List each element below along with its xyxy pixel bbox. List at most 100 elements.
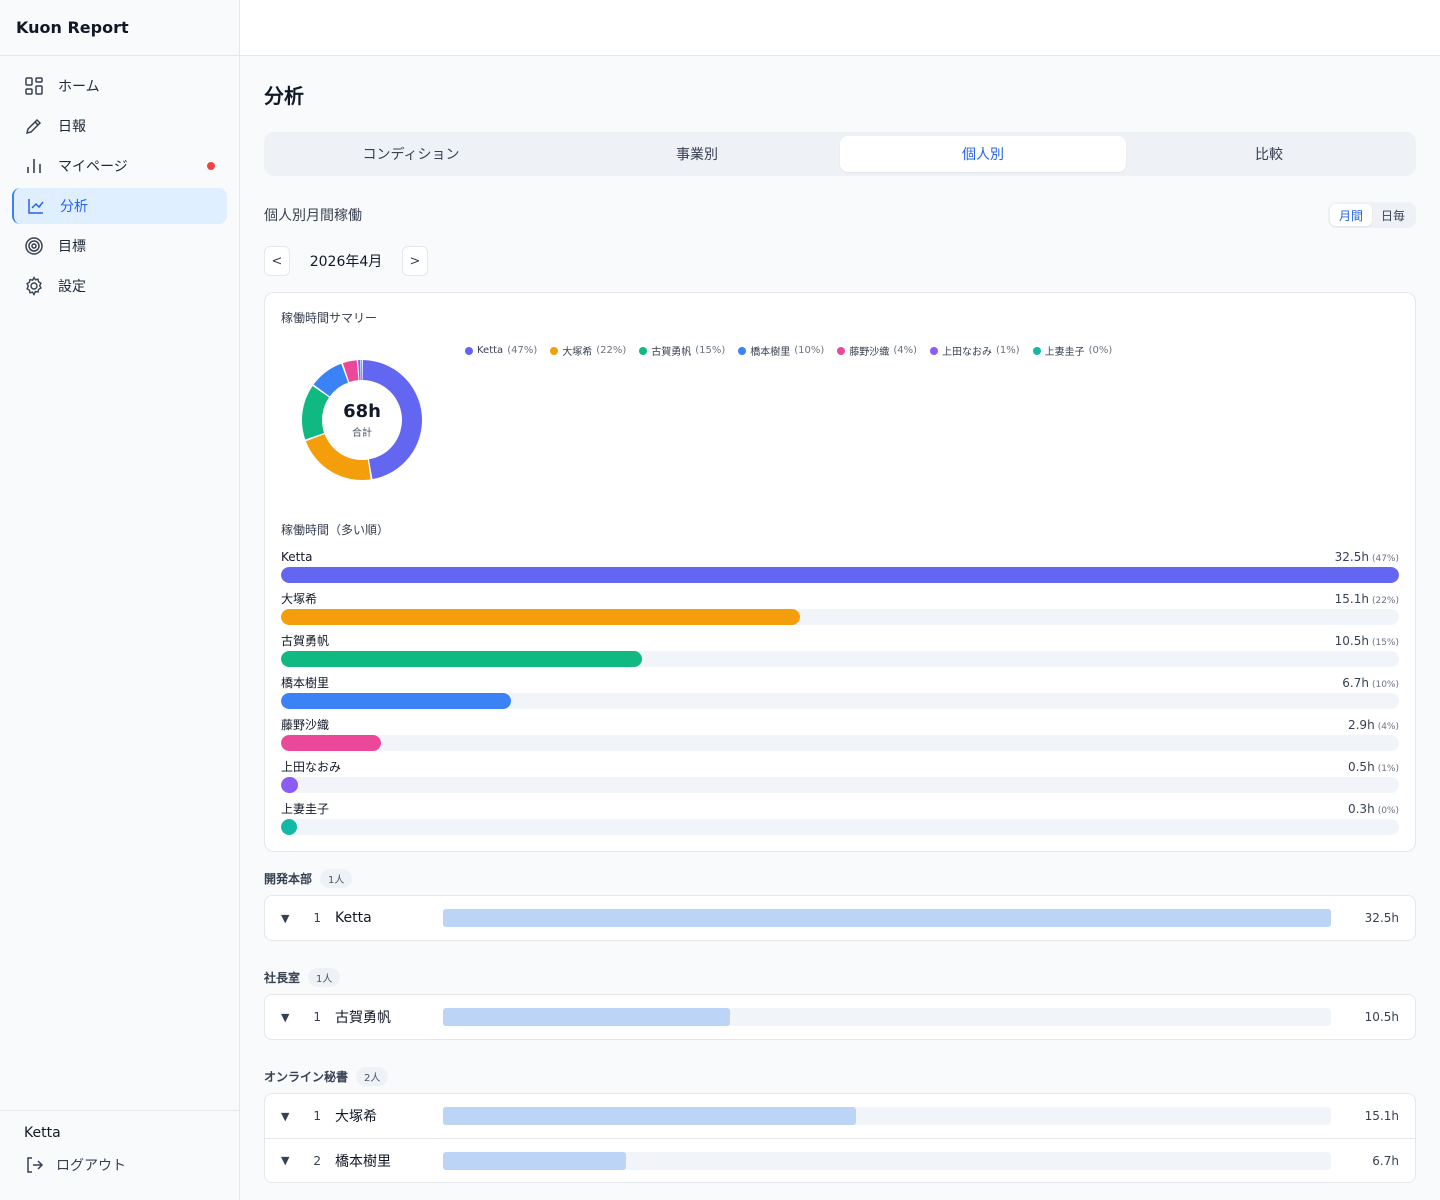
member-hours: 6.7h (1372, 1153, 1399, 1168)
donut-svg (302, 360, 423, 480)
prev-month-button[interactable]: < (264, 246, 290, 276)
sidebar-item-mypage[interactable]: マイページ (12, 148, 227, 184)
ranking-hours: 15.1h (1334, 592, 1369, 606)
member-rank: 1 (313, 1010, 321, 1024)
sidebar-item-daily-report[interactable]: 日報 (12, 108, 227, 144)
sidebar-item-label: ホーム (58, 79, 100, 95)
sidebar-item-label: 分析 (60, 199, 88, 215)
legend-item: 藤野沙織 (4%) (837, 343, 917, 358)
ranking-name: 大塚希 (281, 592, 318, 606)
ranking-bar-track (281, 735, 1399, 751)
ranking-name: 古賀勇帆 (281, 634, 330, 648)
ranking-value: 6.7h (10%) (1342, 675, 1399, 691)
tab-by-business[interactable]: 事業別 (676, 147, 718, 163)
donut-slice-2 (302, 386, 330, 440)
ranking-value: 2.9h (4%) (1348, 717, 1399, 733)
department-group: オンライン秘書 2人 ▼ 1 大塚希 15.1h ▼ 2 橋本樹里 6.7h (264, 1066, 1416, 1183)
group-header: 社長室 1人 (264, 967, 1416, 987)
member-row[interactable]: ▼ 1 Ketta 32.5h (265, 896, 1415, 940)
member-hours: 32.5h (1364, 911, 1399, 925)
member-bar-track (443, 1107, 1331, 1125)
legend-dot (550, 346, 559, 355)
group-count-badge: 1人 (308, 967, 341, 987)
tab-compare[interactable]: 比較 (1255, 147, 1283, 163)
legend-item: 上妻圭子 (0%) (1032, 343, 1113, 358)
group-name: オンライン秘書 (264, 1069, 349, 1084)
sidebar-nav: ホーム 日報 マイページ 分析 目標 (0, 56, 239, 304)
legend-label: 上田なおみ (941, 347, 992, 358)
month-navigator: < 2026年4月 > (264, 246, 1416, 276)
ranking-percent: (15%) (1371, 638, 1399, 648)
member-name: Ketta (335, 910, 372, 926)
ranking-hours: 10.5h (1334, 634, 1369, 648)
pencil-icon (24, 116, 44, 136)
section-title: 個人別月間稼働 (264, 208, 362, 224)
department-group: 社長室 1人 ▼ 1 古賀勇帆 10.5h (264, 967, 1416, 1040)
ranking-bar-track (281, 777, 1399, 793)
sidebar-item-home[interactable]: ホーム (12, 68, 227, 104)
gear-icon (24, 276, 44, 296)
sidebar: Kuon Report ホーム 日報 マイページ 分析 (0, 0, 240, 1200)
ranking-bar-track (281, 609, 1399, 625)
legend-label: 古賀勇帆 (651, 347, 692, 358)
legend-item: 古賀勇帆 (15%) (639, 343, 725, 358)
tab-condition[interactable]: コンディション (362, 147, 460, 163)
caret-down-icon[interactable]: ▼ (281, 1154, 290, 1167)
member-rank: 1 (313, 1109, 321, 1123)
group-member-list: ▼ 1 古賀勇帆 10.5h (264, 994, 1416, 1040)
ranking-value: 0.5h (1%) (1348, 759, 1399, 775)
page-title: 分析 (264, 84, 304, 108)
sidebar-item-label: 設定 (58, 279, 86, 295)
tab-by-person[interactable]: 個人別 (840, 136, 1126, 172)
ranking-percent: (4%) (1377, 722, 1399, 732)
legend-item: 上田なおみ (1%) (929, 343, 1020, 358)
ranking-percent: (22%) (1371, 596, 1399, 606)
legend-item: 橋本樹里 (10%) (738, 343, 824, 358)
monthly-toggle-button[interactable]: 月間 (1329, 204, 1372, 226)
sidebar-item-goals[interactable]: 目標 (12, 228, 227, 264)
next-month-button[interactable]: > (402, 246, 428, 276)
daily-toggle-button[interactable]: 日毎 (1380, 208, 1405, 223)
ranking-row: 上田なおみ 0.5h (1%) (281, 759, 1399, 801)
caret-down-icon[interactable]: ▼ (281, 1010, 290, 1024)
donut-slice-6 (360, 360, 362, 381)
donut-slice-5 (358, 360, 361, 381)
donut-slice-3 (313, 363, 349, 397)
ranking-value: 0.3h (0%) (1348, 801, 1399, 817)
ranking-value: 15.1h (22%) (1335, 591, 1399, 607)
ranking-bar-track (281, 819, 1399, 835)
member-row[interactable]: ▼ 1 大塚希 15.1h (265, 1094, 1415, 1138)
legend-dot (929, 346, 938, 355)
legend-percent: (22%) (596, 345, 627, 356)
member-hours: 15.1h (1364, 1109, 1399, 1123)
legend-item: 大塚希 (22%) (550, 343, 626, 358)
member-bar (443, 1008, 730, 1026)
member-hours: 10.5h (1364, 1010, 1399, 1024)
caret-down-icon[interactable]: ▼ (281, 911, 290, 925)
member-row[interactable]: ▼ 1 古賀勇帆 10.5h (265, 995, 1415, 1039)
legend-dot (1032, 346, 1041, 355)
ranking-bar (281, 735, 381, 751)
ranking-name: Ketta (281, 550, 313, 564)
member-bar (443, 909, 1331, 927)
donut-slice-0 (362, 360, 423, 480)
analysis-tabs: コンディション 事業別 個人別 比較 (264, 132, 1416, 176)
donut-chart: 68h 合計 (301, 359, 423, 481)
top-bar (240, 0, 1440, 56)
sidebar-item-label: 日報 (58, 119, 86, 135)
donut-total-label: 合計 (352, 427, 372, 439)
group-header: 開発本部 1人 (264, 868, 1416, 888)
legend-label: 橋本樹里 (750, 347, 791, 358)
target-icon (24, 236, 44, 256)
member-row[interactable]: ▼ 2 橋本樹里 6.7h (265, 1138, 1415, 1182)
logout-button[interactable]: ログアウト (24, 1155, 215, 1175)
member-bar-track (443, 1008, 1331, 1026)
sidebar-item-analysis[interactable]: 分析 (12, 188, 227, 224)
ranking-value: 32.5h (47%) (1335, 549, 1399, 565)
summary-card: 稼働時間サマリー 68h 合計 Ketta (47%) 大塚希 (22%) 古賀勇帆 (1… (264, 292, 1416, 852)
caret-down-icon[interactable]: ▼ (281, 1109, 290, 1123)
sidebar-item-settings[interactable]: 設定 (12, 268, 227, 304)
ranking-row: 藤野沙織 2.9h (4%) (281, 717, 1399, 759)
legend-label: 上妻圭子 (1044, 347, 1085, 358)
legend-percent: (0%) (1088, 345, 1113, 356)
